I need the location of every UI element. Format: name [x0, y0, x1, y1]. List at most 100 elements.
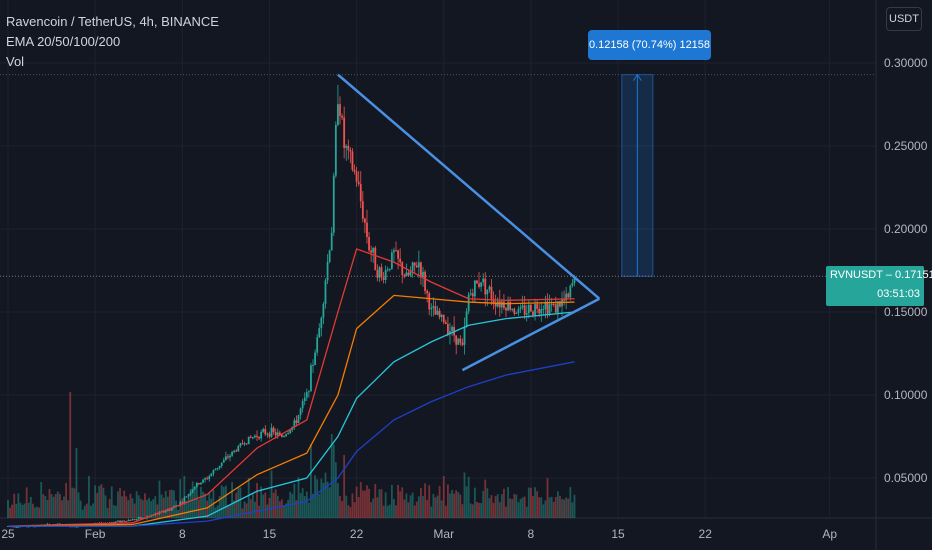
- chart-legend: Ravencoin / TetherUS, 4h, BINANCE EMA 20…: [6, 12, 219, 72]
- volume-bar: [467, 476, 470, 518]
- candle-body: [432, 306, 435, 308]
- candle-body: [121, 520, 124, 523]
- volume-bar: [532, 495, 534, 518]
- volume-bar: [459, 494, 462, 518]
- volume-bar: [334, 462, 337, 518]
- volume-bar: [125, 496, 128, 518]
- volume-bar: [193, 488, 196, 518]
- candle-body: [407, 272, 410, 276]
- y-tick-label: 0.05000: [884, 471, 928, 485]
- volume-bar: [48, 489, 51, 518]
- volume-bar: [405, 493, 408, 518]
- candle-body: [376, 270, 379, 278]
- candle-body: [422, 271, 424, 277]
- candle-body: [488, 286, 491, 290]
- chart-title[interactable]: Ravencoin / TetherUS, 4h, BINANCE: [6, 14, 219, 29]
- candle-body: [243, 443, 246, 445]
- candle-body: [212, 470, 215, 474]
- volume-bar: [490, 495, 493, 518]
- volume-bar: [436, 495, 439, 518]
- candle-body: [415, 265, 418, 268]
- candle-body: [378, 267, 381, 278]
- volume-bar: [121, 496, 124, 518]
- volume-bar: [32, 503, 34, 518]
- candle-body: [233, 450, 236, 453]
- volume-bar: [206, 500, 209, 518]
- volume-bar: [251, 494, 254, 518]
- candle-body: [181, 502, 184, 504]
- volume-bar: [164, 490, 167, 518]
- triangle-lower-trendline: [461, 297, 600, 372]
- volume-bar: [160, 494, 163, 518]
- volume-bar: [222, 486, 225, 518]
- candle-body: [561, 299, 563, 307]
- volume-bar: [428, 485, 431, 518]
- volume-bar: [320, 478, 323, 518]
- candle-body: [204, 478, 207, 480]
- candle-body: [75, 526, 78, 528]
- volume-bar: [156, 504, 159, 518]
- volume-bar: [422, 496, 424, 518]
- volume-bar: [77, 492, 80, 518]
- candle-body: [264, 429, 267, 435]
- volume-bar: [330, 434, 333, 518]
- candle-body: [469, 293, 472, 295]
- volume-bar: [247, 477, 250, 518]
- volume-bar: [73, 488, 76, 518]
- candle-body: [129, 519, 132, 521]
- candle-body: [214, 469, 217, 471]
- volume-indicator-label[interactable]: Vol: [6, 54, 25, 69]
- volume-bar: [364, 490, 366, 518]
- ema-indicator-label[interactable]: EMA 20/50/100/200: [6, 34, 121, 49]
- candle-body: [117, 520, 119, 522]
- volume-bar: [69, 392, 72, 518]
- volume-bar: [561, 499, 563, 518]
- candle-body: [554, 304, 557, 313]
- volume-bar: [34, 507, 36, 518]
- volume-bar: [150, 501, 153, 518]
- volume-bar: [343, 455, 346, 518]
- candle-body: [15, 526, 18, 528]
- candle-body: [411, 262, 414, 271]
- volume-bar: [411, 492, 414, 518]
- volume-bar: [21, 504, 24, 518]
- candle-body: [278, 432, 281, 435]
- volume-bar: [461, 504, 464, 518]
- volume-bar: [258, 505, 260, 518]
- candle-body: [567, 293, 570, 298]
- volume-bar: [260, 486, 263, 518]
- volume-bar: [88, 476, 90, 518]
- volume-bar: [451, 489, 453, 518]
- candle-body: [513, 308, 516, 314]
- volume-bar: [503, 488, 505, 518]
- candle-body: [266, 433, 269, 435]
- volume-bar: [154, 496, 157, 518]
- candle-body: [359, 184, 362, 202]
- volume-bar: [23, 503, 26, 518]
- volume-bar: [498, 502, 501, 518]
- volume-bar: [486, 488, 489, 518]
- candle-body: [289, 430, 292, 433]
- candle-body: [511, 308, 514, 310]
- candle-body: [34, 526, 36, 528]
- volume-bar: [295, 500, 298, 518]
- volume-bar: [426, 499, 429, 518]
- candle-body: [189, 492, 192, 495]
- volume-bar: [94, 485, 97, 518]
- candle-body: [297, 415, 300, 423]
- volume-bar: [372, 498, 375, 518]
- volume-bar: [104, 495, 107, 518]
- candle-body: [364, 218, 366, 223]
- candle-body: [208, 476, 211, 480]
- volume-bar: [341, 500, 343, 518]
- volume-bar: [299, 493, 302, 518]
- candle-body: [281, 434, 283, 437]
- candle-body: [123, 520, 126, 522]
- candle-body: [492, 298, 495, 303]
- candle-body: [164, 511, 167, 513]
- currency-unit-button[interactable]: USDT: [886, 7, 922, 31]
- volume-bar: [301, 488, 304, 518]
- volume-bar: [523, 496, 526, 518]
